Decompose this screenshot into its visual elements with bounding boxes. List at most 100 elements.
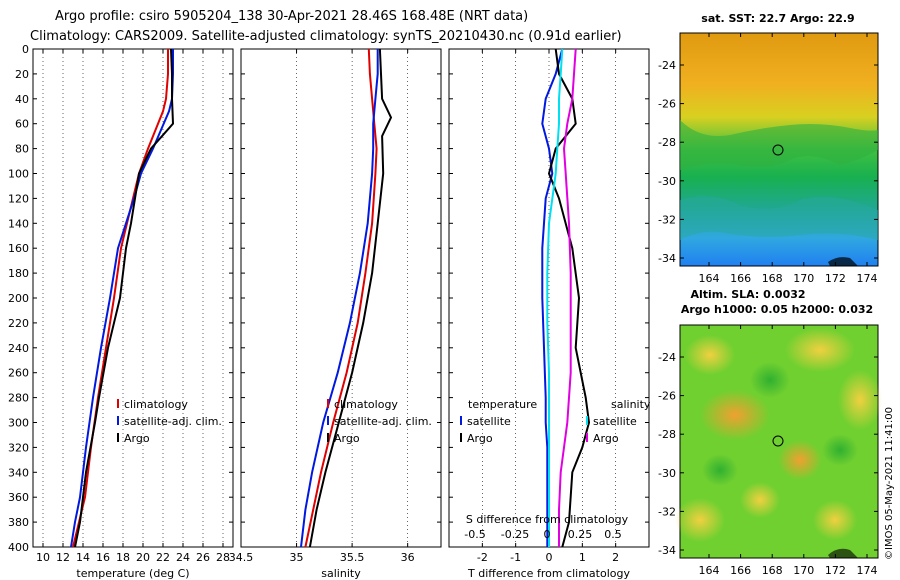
- y-tick-label: 40: [15, 93, 29, 106]
- y-tick-label: 320: [8, 441, 29, 454]
- s-diff-tick-label: -0.5: [464, 528, 485, 541]
- y-tick-label: 60: [15, 118, 29, 131]
- map-x-tick-label: 168: [762, 272, 783, 285]
- y-tick-label: 200: [8, 292, 29, 305]
- y-tick-label: 260: [8, 367, 29, 380]
- sst-map: [679, 32, 879, 267]
- map-y-tick-label: -30: [658, 175, 676, 188]
- x-tick-label: 14: [76, 551, 90, 564]
- argo-location-marker-sla: [772, 435, 784, 447]
- legend-label: satellite: [593, 415, 637, 428]
- map-y-tick-label: -26: [658, 98, 676, 111]
- x-tick-label: 20: [136, 551, 150, 564]
- map-x-tick-label: 170: [793, 564, 814, 577]
- series-line-climatology: [304, 48, 378, 548]
- y-tick-label: 160: [8, 242, 29, 255]
- legend-label: climatology: [124, 398, 188, 411]
- s-diff-tick-label: 0.5: [604, 528, 622, 541]
- x-tick-label: 35.5: [340, 551, 365, 564]
- map-y-tick-label: -32: [658, 505, 676, 518]
- map-x-tick-label: 164: [699, 564, 720, 577]
- map-y-tick-label: -34: [658, 544, 676, 557]
- legend-label: Argo: [467, 432, 493, 445]
- x-tick-label: 26: [196, 551, 210, 564]
- difference-panel: -2 -1 0 1 2 T difference from climatology temp…: [448, 48, 651, 580]
- x-tick-label: 22: [156, 551, 170, 564]
- map-x-tick-label: 166: [730, 272, 751, 285]
- series-line-argo: [74, 48, 175, 548]
- y-tick-label: 180: [8, 267, 29, 280]
- legend-label: satellite: [467, 415, 511, 428]
- y-tick-label: 100: [8, 168, 29, 181]
- s-diff-tick-label: 0.25: [568, 528, 593, 541]
- series-line-salinity-satellite: [546, 48, 564, 547]
- x-tick-label: -1: [510, 551, 521, 564]
- figure-title-line1: Argo profile: csiro 5905204_138 30-Apr-2…: [55, 9, 528, 24]
- map-x-tick-label: 164: [699, 272, 720, 285]
- y-tick-label: 240: [8, 342, 29, 355]
- x-tick-label: 18: [116, 551, 130, 564]
- legend-title-temperature: temperature: [468, 398, 537, 411]
- x-tick-label: 36: [401, 551, 415, 564]
- y-tick-label: 140: [8, 217, 29, 230]
- temperature-panel: 0 20 40 60 80 100 120 140 160 180 200 220 240 260 280 3…: [8, 43, 234, 580]
- map-x-tick-label: 174: [857, 564, 878, 577]
- map-y-tick-label: -28: [658, 428, 676, 441]
- map-y-tick-label: -30: [658, 467, 676, 480]
- x-tick-label: 16: [96, 551, 110, 564]
- x-tick-label: 34.5: [229, 551, 254, 564]
- y-tick-label: 380: [8, 516, 29, 529]
- x-axis-label: salinity: [321, 567, 361, 580]
- y-tick-label: 300: [8, 417, 29, 430]
- map-y-tick-label: -32: [658, 213, 676, 226]
- imos-credit: ©IMOS 05-May-2021 11:41:00: [884, 407, 895, 560]
- legend-label: satellite-adj. clim.: [124, 415, 222, 428]
- map-x-tick-label: 170: [793, 272, 814, 285]
- y-tick-label: 80: [15, 143, 29, 156]
- series-line-satellite-adj-clim-: [300, 49, 379, 548]
- series-line-temperature-argo: [547, 48, 591, 548]
- y-tick-label: 0: [22, 43, 29, 56]
- series-line-argo: [308, 48, 393, 548]
- series-line-salinity-argo: [558, 48, 577, 547]
- x-axis-label: T difference from climatology: [467, 567, 630, 580]
- sst-map-title: sat. SST: 22.7 Argo: 22.9: [701, 12, 854, 25]
- x-tick-label: 2: [612, 551, 619, 564]
- map-y-tick-label: -26: [658, 390, 676, 403]
- s-diff-axis-label: S difference from climatology: [466, 513, 629, 526]
- legend-label: satellite-adj. clim.: [334, 415, 432, 428]
- x-tick-label: 24: [176, 551, 190, 564]
- map-x-tick-label: 174: [857, 272, 878, 285]
- map-x-tick-label: 172: [825, 272, 846, 285]
- map-y-tick-label: -34: [658, 252, 676, 265]
- s-diff-tick-label: 0: [544, 528, 551, 541]
- sla-map: [675, 324, 882, 559]
- sla-map-title-line2: Argo h1000: 0.05 h2000: 0.032: [681, 303, 873, 316]
- salinity-panel: 34.5 35 35.5 36 salinity climatology satellite…: [229, 48, 442, 580]
- x-tick-label: 12: [56, 551, 70, 564]
- y-tick-label: 120: [8, 192, 29, 205]
- legend-label: Argo: [593, 432, 619, 445]
- series-line-climatology: [72, 49, 169, 548]
- salinity-frame: [240, 48, 442, 548]
- legend-title-salinity: salinity: [611, 398, 651, 411]
- x-tick-label: -2: [477, 551, 488, 564]
- x-tick-label: 10: [36, 551, 50, 564]
- x-tick-label: 28: [216, 551, 230, 564]
- legend-label: Argo: [124, 432, 150, 445]
- legend-label: Argo: [334, 432, 360, 445]
- x-axis-label: temperature (deg C): [76, 567, 189, 580]
- s-diff-tick-label: -0.25: [501, 528, 529, 541]
- argo-location-marker: [772, 144, 784, 156]
- sla-map-title-line1: Altim. SLA: 0.0032: [690, 288, 805, 301]
- map-y-tick-label: -24: [658, 59, 676, 72]
- map-y-tick-label: -28: [658, 136, 676, 149]
- y-tick-label: 280: [8, 392, 29, 405]
- series-line-temperature-satellite: [541, 48, 564, 547]
- figure-title-line2: Climatology: CARS2009. Satellite-adjuste…: [30, 29, 622, 44]
- y-tick-label: 360: [8, 491, 29, 504]
- x-tick-label: 1: [579, 551, 586, 564]
- y-tick-label: 20: [15, 68, 29, 81]
- x-tick-label: 0: [546, 551, 553, 564]
